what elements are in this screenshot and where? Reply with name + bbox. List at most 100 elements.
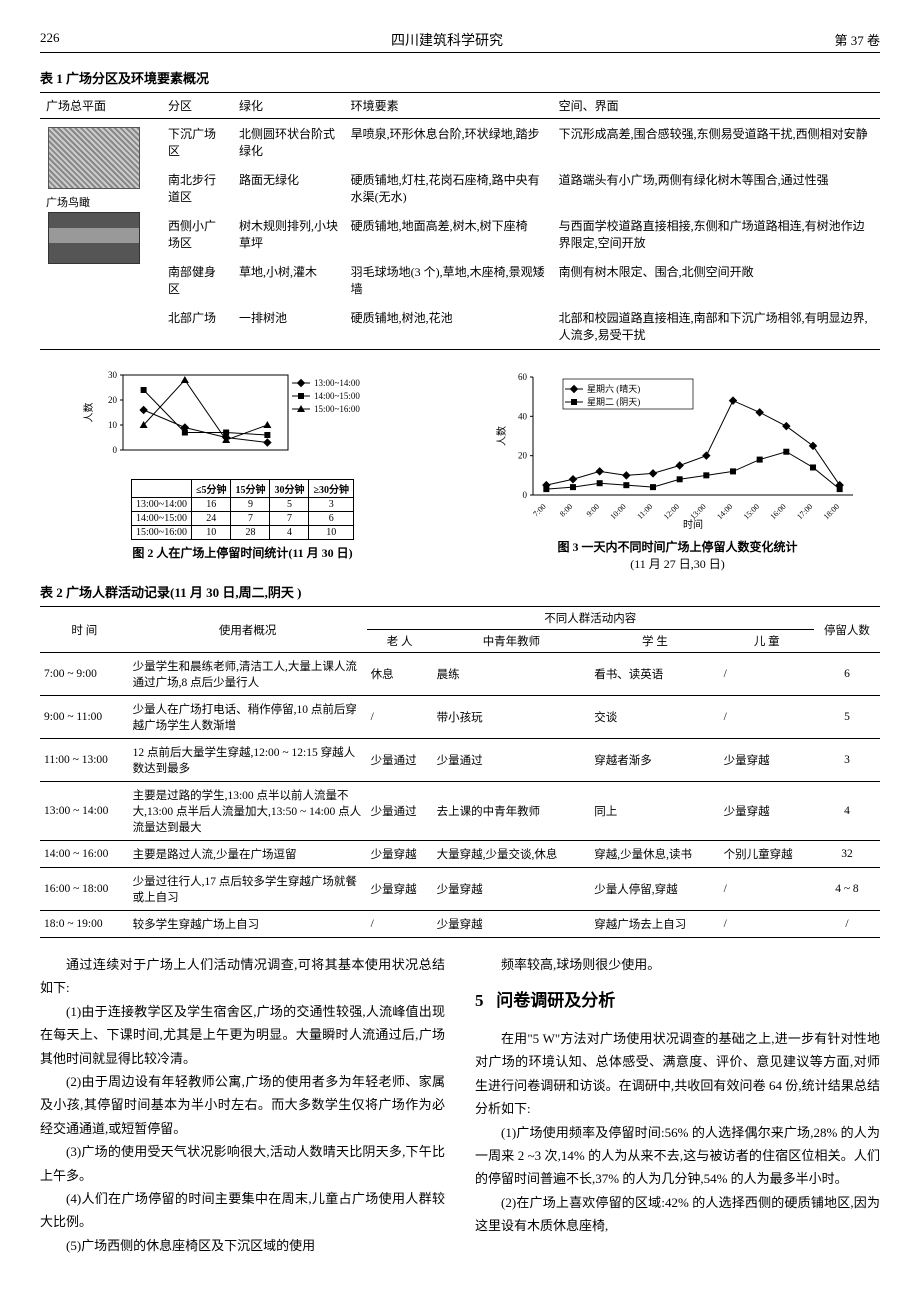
left-column: 通过连续对于广场上人们活动情况调查,可将其基本使用状况总结如下: (1)由于连接… [40, 953, 445, 1257]
plan-label: 广场鸟瞰 [46, 197, 90, 209]
t1-r4-env: 硬质铺地,树池,花池 [345, 303, 553, 350]
t2-col-time: 时 间 [40, 607, 129, 653]
journal-title: 四川建筑科学研究 [391, 30, 503, 50]
svg-text:16:00: 16:00 [768, 502, 787, 521]
svg-text:14:00~15:00: 14:00~15:00 [314, 391, 360, 401]
t1-r3-env: 羽毛球场地(3 个),草地,木座椅,景观矮墙 [345, 257, 553, 303]
t1-r0-env: 旱喷泉,环形休息台阶,环状绿地,踏步 [345, 119, 553, 166]
plan-top-graphic [48, 127, 140, 189]
plan-birdseye-graphic [48, 212, 140, 264]
t2-sc0: 老 人 [367, 630, 433, 653]
lp1: 通过连续对于广场上人们活动情况调查,可将其基本使用状况总结如下: [40, 953, 445, 1000]
t1-r1-env: 硬质铺地,灯柱,花岗石座椅,路中央有水渠(无水) [345, 165, 553, 211]
svg-text:12:00: 12:00 [661, 502, 680, 521]
lp4: (3)广场的使用受天气状况影响很大,活动人数晴天比阴天多,下午比上午多。 [40, 1140, 445, 1187]
fig3-subcap: (11 月 27 日,30 日) [475, 555, 880, 572]
fig2-chart: 0102030人数13:00~14:0014:00~15:0015:00~16:… [78, 365, 408, 475]
t1-r3-space: 南侧有树木限定、围合,北侧空间开敞 [553, 257, 880, 303]
t1-col3: 环境要素 [345, 93, 553, 119]
table1: 广场总平面 分区 绿化 环境要素 空间、界面 广场鸟瞰 下沉广场区 北侧圆环状台… [40, 92, 880, 350]
f2-c0: ≤5分钟 [191, 480, 231, 498]
t1-r0-green: 北侧圆环状台阶式绿化 [233, 119, 345, 166]
table1-body: 广场鸟瞰 下沉广场区 北侧圆环状台阶式绿化 旱喷泉,环形休息台阶,环状绿地,踏步… [40, 119, 880, 350]
rp3: (1)广场使用频率及停留时间:56% 的人选择偶尔来广场,28% 的人为一周来 … [475, 1121, 880, 1191]
t1-r4-zone: 北部广场 [162, 303, 233, 350]
svg-text:60: 60 [518, 372, 528, 382]
lp2: (1)由于连接教学区及学生宿舍区,广场的交通性较强,人流峰值出现在每天上、下课时… [40, 1000, 445, 1070]
svg-text:18:00: 18:00 [821, 502, 840, 521]
t1-col1: 分区 [162, 93, 233, 119]
t1-r2-green: 树木规则排列,小块草坪 [233, 211, 345, 257]
t1-r1-space: 道路端头有小广场,两侧有绿化树木等围合,通过性强 [553, 165, 880, 211]
section5-title: 5 问卷调研及分析 [475, 986, 880, 1017]
svg-text:13:00~14:00: 13:00~14:00 [314, 378, 360, 388]
fig3-block: 0204060人数7:008:009:0010:0011:0012:0013:0… [475, 365, 880, 572]
t1-col4: 空间、界面 [553, 93, 880, 119]
svg-text:7:00: 7:00 [531, 502, 547, 518]
t1-r1-green: 路面无绿化 [233, 165, 345, 211]
right-column: 频率较高,球场则很少使用。 5 问卷调研及分析 在用"5 W"方法对广场使用状况… [475, 953, 880, 1257]
svg-text:0: 0 [112, 445, 117, 455]
t1-r0-space: 下沉形成高差,围合感较强,东侧易受道路干扰,西侧相对安静 [553, 119, 880, 166]
table2-caption: 表 2 广场人群活动记录(11 月 30 日,周二,阴天 ) [40, 582, 880, 601]
f2-c3: ≥30分钟 [309, 480, 354, 498]
table-row: 9:00 ~ 11:00少量人在广场打电话、稍作停留,10 点前后穿越广场学生人… [40, 696, 880, 739]
t2-col-profile: 使用者概况 [129, 607, 367, 653]
page-number: 226 [40, 30, 60, 50]
table-row: 7:00 ~ 9:00少量学生和晨练老师,清洁工人,大量上课人流通过广场,8 点… [40, 653, 880, 696]
t1-r4-green: 一排树池 [233, 303, 345, 350]
fig3-chart: 0204060人数7:008:009:0010:0011:0012:0013:0… [493, 365, 863, 530]
svg-text:时间: 时间 [683, 518, 703, 530]
t2-group: 不同人群活动内容 [367, 607, 814, 630]
svg-text:13:00: 13:00 [688, 502, 707, 521]
svg-text:40: 40 [518, 411, 528, 421]
svg-text:0: 0 [522, 490, 527, 500]
f2-r1-l: 14:00~15:00 [132, 512, 192, 526]
t1-col0: 广场总平面 [40, 93, 162, 119]
t2-sc1: 中青年教师 [433, 630, 591, 653]
svg-text:人数: 人数 [82, 403, 95, 423]
t1-col2: 绿化 [233, 93, 345, 119]
rp1: 频率较高,球场则很少使用。 [475, 953, 880, 976]
svg-text:20: 20 [518, 451, 528, 461]
t1-r3-zone: 南部健身区 [162, 257, 233, 303]
t2-col-stay: 停留人数 [814, 607, 880, 653]
f2-r0-l: 13:00~14:00 [132, 498, 192, 512]
svg-text:人数: 人数 [495, 426, 508, 446]
table-row: 16:00 ~ 18:00少量过往行人,17 点后较多学生穿越广场就餐或上自习少… [40, 868, 880, 911]
t2-sc2: 学 生 [590, 630, 719, 653]
t1-r2-space: 与西面学校道路直接相接,东侧和广场道路相连,有树池作边界限定,空间开放 [553, 211, 880, 257]
lp3: (2)由于周边设有年轻教师公寓,广场的使用者多为年轻老师、家属及小孩,其停留时间… [40, 1070, 445, 1140]
f2-r2-l: 15:00~16:00 [132, 526, 192, 540]
body-columns: 通过连续对于广场上人们活动情况调查,可将其基本使用状况总结如下: (1)由于连接… [40, 953, 880, 1257]
svg-text:8:00: 8:00 [557, 502, 573, 518]
f2-c1: 15分钟 [231, 480, 270, 498]
table-row: 18:0 ~ 19:00较多学生穿越广场上自习/少量穿越穿越广场去上自习// [40, 911, 880, 938]
t1-r0-zone: 下沉广场区 [162, 119, 233, 166]
lp5: (4)人们在广场停留的时间主要集中在周末,儿童占广场使用人群较大比例。 [40, 1187, 445, 1234]
svg-text:14:00: 14:00 [715, 502, 734, 521]
rp4: (2)在广场上喜欢停留的区域:42% 的人选择西侧的硬质铺地区,因为这里设有木质… [475, 1191, 880, 1238]
fig2-mini-table: ≤5分钟 15分钟 30分钟 ≥30分钟 13:00~14:00 16 9 5 … [131, 479, 354, 540]
table-row: 14:00 ~ 16:00主要是路过人流,少量在广场逗留少量穿越大量穿越,少量交… [40, 841, 880, 868]
svg-text:10: 10 [108, 420, 118, 430]
f2-c2: 30分钟 [270, 480, 309, 498]
fig3-caption: 图 3 一天内不同时间广场上停留人数变化统计 [475, 538, 880, 555]
table1-caption: 表 1 广场分区及环境要素概况 [40, 68, 880, 87]
table-row: 13:00 ~ 14:00主要是过路的学生,13:00 点半以前人流量不大,13… [40, 782, 880, 841]
page-header: 226 四川建筑科学研究 第 37 卷 [40, 30, 880, 53]
table-row: 11:00 ~ 13:0012 点前后大量学生穿越,12:00 ~ 12:15 … [40, 739, 880, 782]
svg-text:9:00: 9:00 [584, 502, 600, 518]
svg-text:17:00: 17:00 [795, 502, 814, 521]
svg-text:星期六 (晴天): 星期六 (晴天) [587, 383, 640, 394]
svg-text:星期二 (阴天): 星期二 (阴天) [587, 397, 640, 407]
svg-text:30: 30 [108, 370, 118, 380]
t1-r1-zone: 南北步行道区 [162, 165, 233, 211]
t1-r2-env: 硬质铺地,地面高差,树木,树下座椅 [345, 211, 553, 257]
table2: 时 间 使用者概况 不同人群活动内容 停留人数 老 人 中青年教师 学 生 儿 … [40, 606, 880, 938]
charts-row: 0102030人数13:00~14:0014:00~15:0015:00~16:… [40, 365, 880, 572]
lp6: (5)广场西侧的休息座椅区及下沉区域的使用 [40, 1234, 445, 1257]
t2-sc3: 儿 童 [720, 630, 814, 653]
table2-body: 7:00 ~ 9:00少量学生和晨练老师,清洁工人,大量上课人流通过广场,8 点… [40, 653, 880, 938]
t1-r2-zone: 西侧小广场区 [162, 211, 233, 257]
